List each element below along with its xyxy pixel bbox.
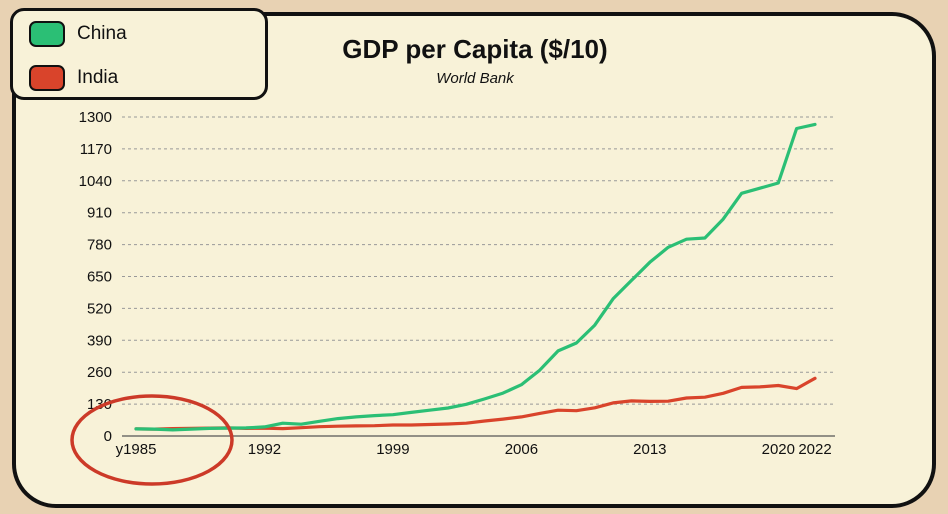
legend: China India bbox=[10, 8, 268, 100]
x-tick-label: 1992 bbox=[248, 441, 281, 458]
legend-label-china: China bbox=[77, 23, 127, 44]
legend-label-india: India bbox=[77, 67, 119, 88]
y-tick-label: 390 bbox=[87, 332, 112, 349]
y-tick-label: 260 bbox=[87, 364, 112, 381]
x-tick-label: 2020 bbox=[762, 441, 795, 458]
y-tick-label: 650 bbox=[87, 269, 112, 286]
y-tick-label: 1170 bbox=[80, 141, 112, 158]
x-tick-label: 2013 bbox=[633, 441, 666, 458]
x-tick-label: 1999 bbox=[376, 441, 409, 458]
series-line-china bbox=[134, 122, 817, 432]
chart-title: GDP per Capita ($/10) bbox=[342, 34, 608, 64]
highlight-circle-annotation bbox=[70, 394, 234, 486]
series-lines bbox=[134, 122, 817, 432]
y-tick-label: 1300 bbox=[79, 109, 112, 126]
legend-item-china: China bbox=[29, 21, 127, 47]
y-tick-label: 520 bbox=[87, 300, 112, 317]
y-tick-label: 780 bbox=[87, 237, 112, 254]
y-tick-label: 1040 bbox=[79, 173, 112, 190]
legend-swatch-india bbox=[29, 65, 65, 91]
y-tick-label: 0 bbox=[104, 428, 112, 445]
y-tick-label: 910 bbox=[87, 205, 112, 222]
x-tick-label: 2006 bbox=[505, 441, 538, 458]
x-axis-ticks: y1985 1992 1999 2006 2013 2020 2022 bbox=[116, 441, 832, 458]
chart-subtitle: World Bank bbox=[436, 70, 514, 87]
x-tick-label: 2022 bbox=[798, 441, 831, 458]
gridlines bbox=[122, 116, 835, 437]
x-tick-label: y1985 bbox=[116, 441, 157, 458]
legend-swatch-china bbox=[29, 21, 65, 47]
legend-item-india: India bbox=[29, 65, 118, 91]
